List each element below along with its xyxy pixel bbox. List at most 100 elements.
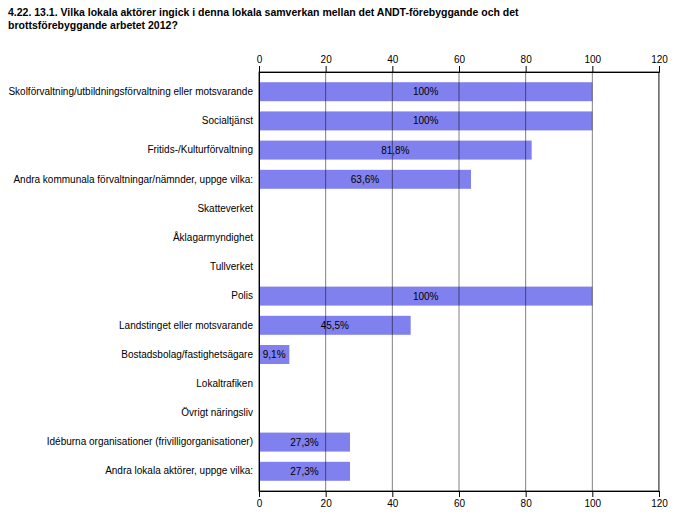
- bars: [259, 82, 592, 481]
- tick-label: 0: [257, 54, 263, 65]
- tick: 100: [584, 491, 601, 509]
- tick-label: Landstinget eller motsvarande: [119, 319, 253, 330]
- tick: Skatteverket: [197, 203, 253, 214]
- tick-label: 20: [321, 54, 333, 65]
- data-label: 9,1%: [263, 349, 286, 360]
- title-line: brottsförebyggande arbetet 2012?: [8, 19, 178, 31]
- tick: Övrigt näringsliv: [181, 407, 253, 418]
- tick: 60: [454, 491, 466, 509]
- tick: 0: [257, 54, 263, 72]
- tick: 80: [521, 54, 533, 72]
- tick: Andra kommunala förvaltningar/nämnder, u…: [13, 174, 253, 185]
- data-label: 81,8%: [381, 145, 409, 156]
- tick-label: 100: [584, 498, 601, 509]
- tick: Skolförvaltning/utbildningsförvaltning e…: [8, 86, 253, 97]
- data-label: 100%: [413, 86, 439, 97]
- grid: [259, 72, 659, 491]
- tick: 100: [584, 54, 601, 72]
- tick-mark: [592, 491, 593, 497]
- y-axis: Skolförvaltning/utbildningsförvaltning e…: [8, 73, 259, 492]
- tick-mark: [326, 491, 327, 497]
- grid-line: [392, 72, 393, 491]
- tick: 40: [387, 54, 399, 72]
- tick-mark: [259, 491, 260, 497]
- tick: Idéburna organisationer (frivilligorgani…: [47, 436, 253, 447]
- tick-label: Lokaltrafiken: [196, 378, 253, 389]
- tick-mark: [259, 66, 260, 72]
- plot: 0 20 40 60 80 100 120 0 20 40 60 80 100 120 Skolförval…: [8, 54, 668, 509]
- data-label: 27,3%: [290, 437, 318, 448]
- axis-line: [259, 73, 260, 492]
- tick: Landstinget eller motsvarande: [119, 319, 253, 330]
- bar: [259, 82, 592, 101]
- tick-mark: [592, 66, 593, 72]
- tick-mark: [392, 66, 393, 72]
- tick: 0: [257, 491, 263, 509]
- tick-label: Idéburna organisationer (frivilligorgani…: [47, 436, 253, 447]
- data-labels: 100% 100% 81,8% 63,6% 100% 45,5% 9,1% 27,3% 27,3…: [263, 86, 439, 477]
- tick-label: Polis: [231, 290, 253, 301]
- tick-label: 80: [521, 498, 533, 509]
- tick: 80: [521, 491, 533, 509]
- tick-label: Åklagarmyndighet: [173, 231, 253, 243]
- tick-mark: [392, 491, 393, 497]
- bar: [259, 141, 532, 160]
- grid-line: [259, 72, 260, 491]
- title-line: 4.22. 13.1. Vilka lokala aktörer ingick …: [8, 6, 519, 18]
- plot-frame: [259, 72, 659, 491]
- tick: 120: [651, 491, 668, 509]
- grid-line: [592, 72, 593, 491]
- tick-label: 60: [454, 498, 466, 509]
- tick-mark: [526, 66, 527, 72]
- data-label: 45,5%: [321, 320, 349, 331]
- data-label: 63,6%: [351, 174, 379, 185]
- bar: [259, 287, 592, 306]
- grid-line: [325, 72, 326, 491]
- tick-label: 60: [454, 54, 466, 65]
- chart-svg: 4.22. 13.1. Vilka lokala aktörer ingick …: [0, 0, 681, 521]
- tick-label: 80: [521, 54, 533, 65]
- bar: [259, 316, 411, 335]
- tick-mark: [459, 66, 460, 72]
- tick-label: 100: [584, 54, 601, 65]
- tick-mark: [526, 491, 527, 497]
- title: 4.22. 13.1. Vilka lokala aktörer ingick …: [8, 6, 519, 31]
- x-axis-top: 0 20 40 60 80 100 120: [257, 54, 669, 73]
- tick: 20: [321, 491, 333, 509]
- grid-line: [525, 72, 526, 491]
- tick: Polis: [231, 290, 253, 301]
- tick-mark: [459, 491, 460, 497]
- tick-label: 120: [651, 498, 668, 509]
- tick-label: Skatteverket: [197, 203, 253, 214]
- tick-label: 20: [321, 498, 333, 509]
- bar: [259, 345, 289, 364]
- tick-label: 120: [651, 54, 668, 65]
- tick: 40: [387, 491, 399, 509]
- grid-line: [459, 72, 460, 491]
- bar: [259, 462, 350, 481]
- bar: [259, 433, 350, 452]
- tick-mark: [326, 66, 327, 72]
- tick-label: Andra lokala aktörer, uppge vilka:: [105, 465, 253, 476]
- tick-label: 0: [257, 498, 263, 509]
- bar: [259, 170, 471, 189]
- tick: Åklagarmyndighet: [173, 231, 253, 243]
- tick: 60: [454, 54, 466, 72]
- axis-line: [260, 66, 660, 73]
- data-label: 100%: [413, 291, 439, 302]
- tick-label: 40: [387, 54, 399, 65]
- data-label: 27,3%: [290, 466, 318, 477]
- tick: 20: [321, 54, 333, 72]
- tick: 120: [651, 54, 668, 72]
- data-label: 100%: [413, 115, 439, 126]
- tick: Socialtjänst: [202, 115, 253, 126]
- tick-label: Bostadsbolag/fastighetsägare: [121, 349, 253, 360]
- tick-mark: [659, 66, 660, 72]
- tick-label: Socialtjänst: [202, 115, 253, 126]
- tick-label: Övrigt näringsliv: [181, 407, 253, 418]
- tick-label: Tullverket: [210, 261, 253, 272]
- x-axis-bottom: 0 20 40 60 80 100 120: [257, 491, 669, 509]
- tick-label: Fritids-/Kulturförvaltning: [147, 144, 253, 155]
- tick: Lokaltrafiken: [196, 378, 253, 389]
- tick-label: Andra kommunala förvaltningar/nämnder, u…: [13, 174, 253, 185]
